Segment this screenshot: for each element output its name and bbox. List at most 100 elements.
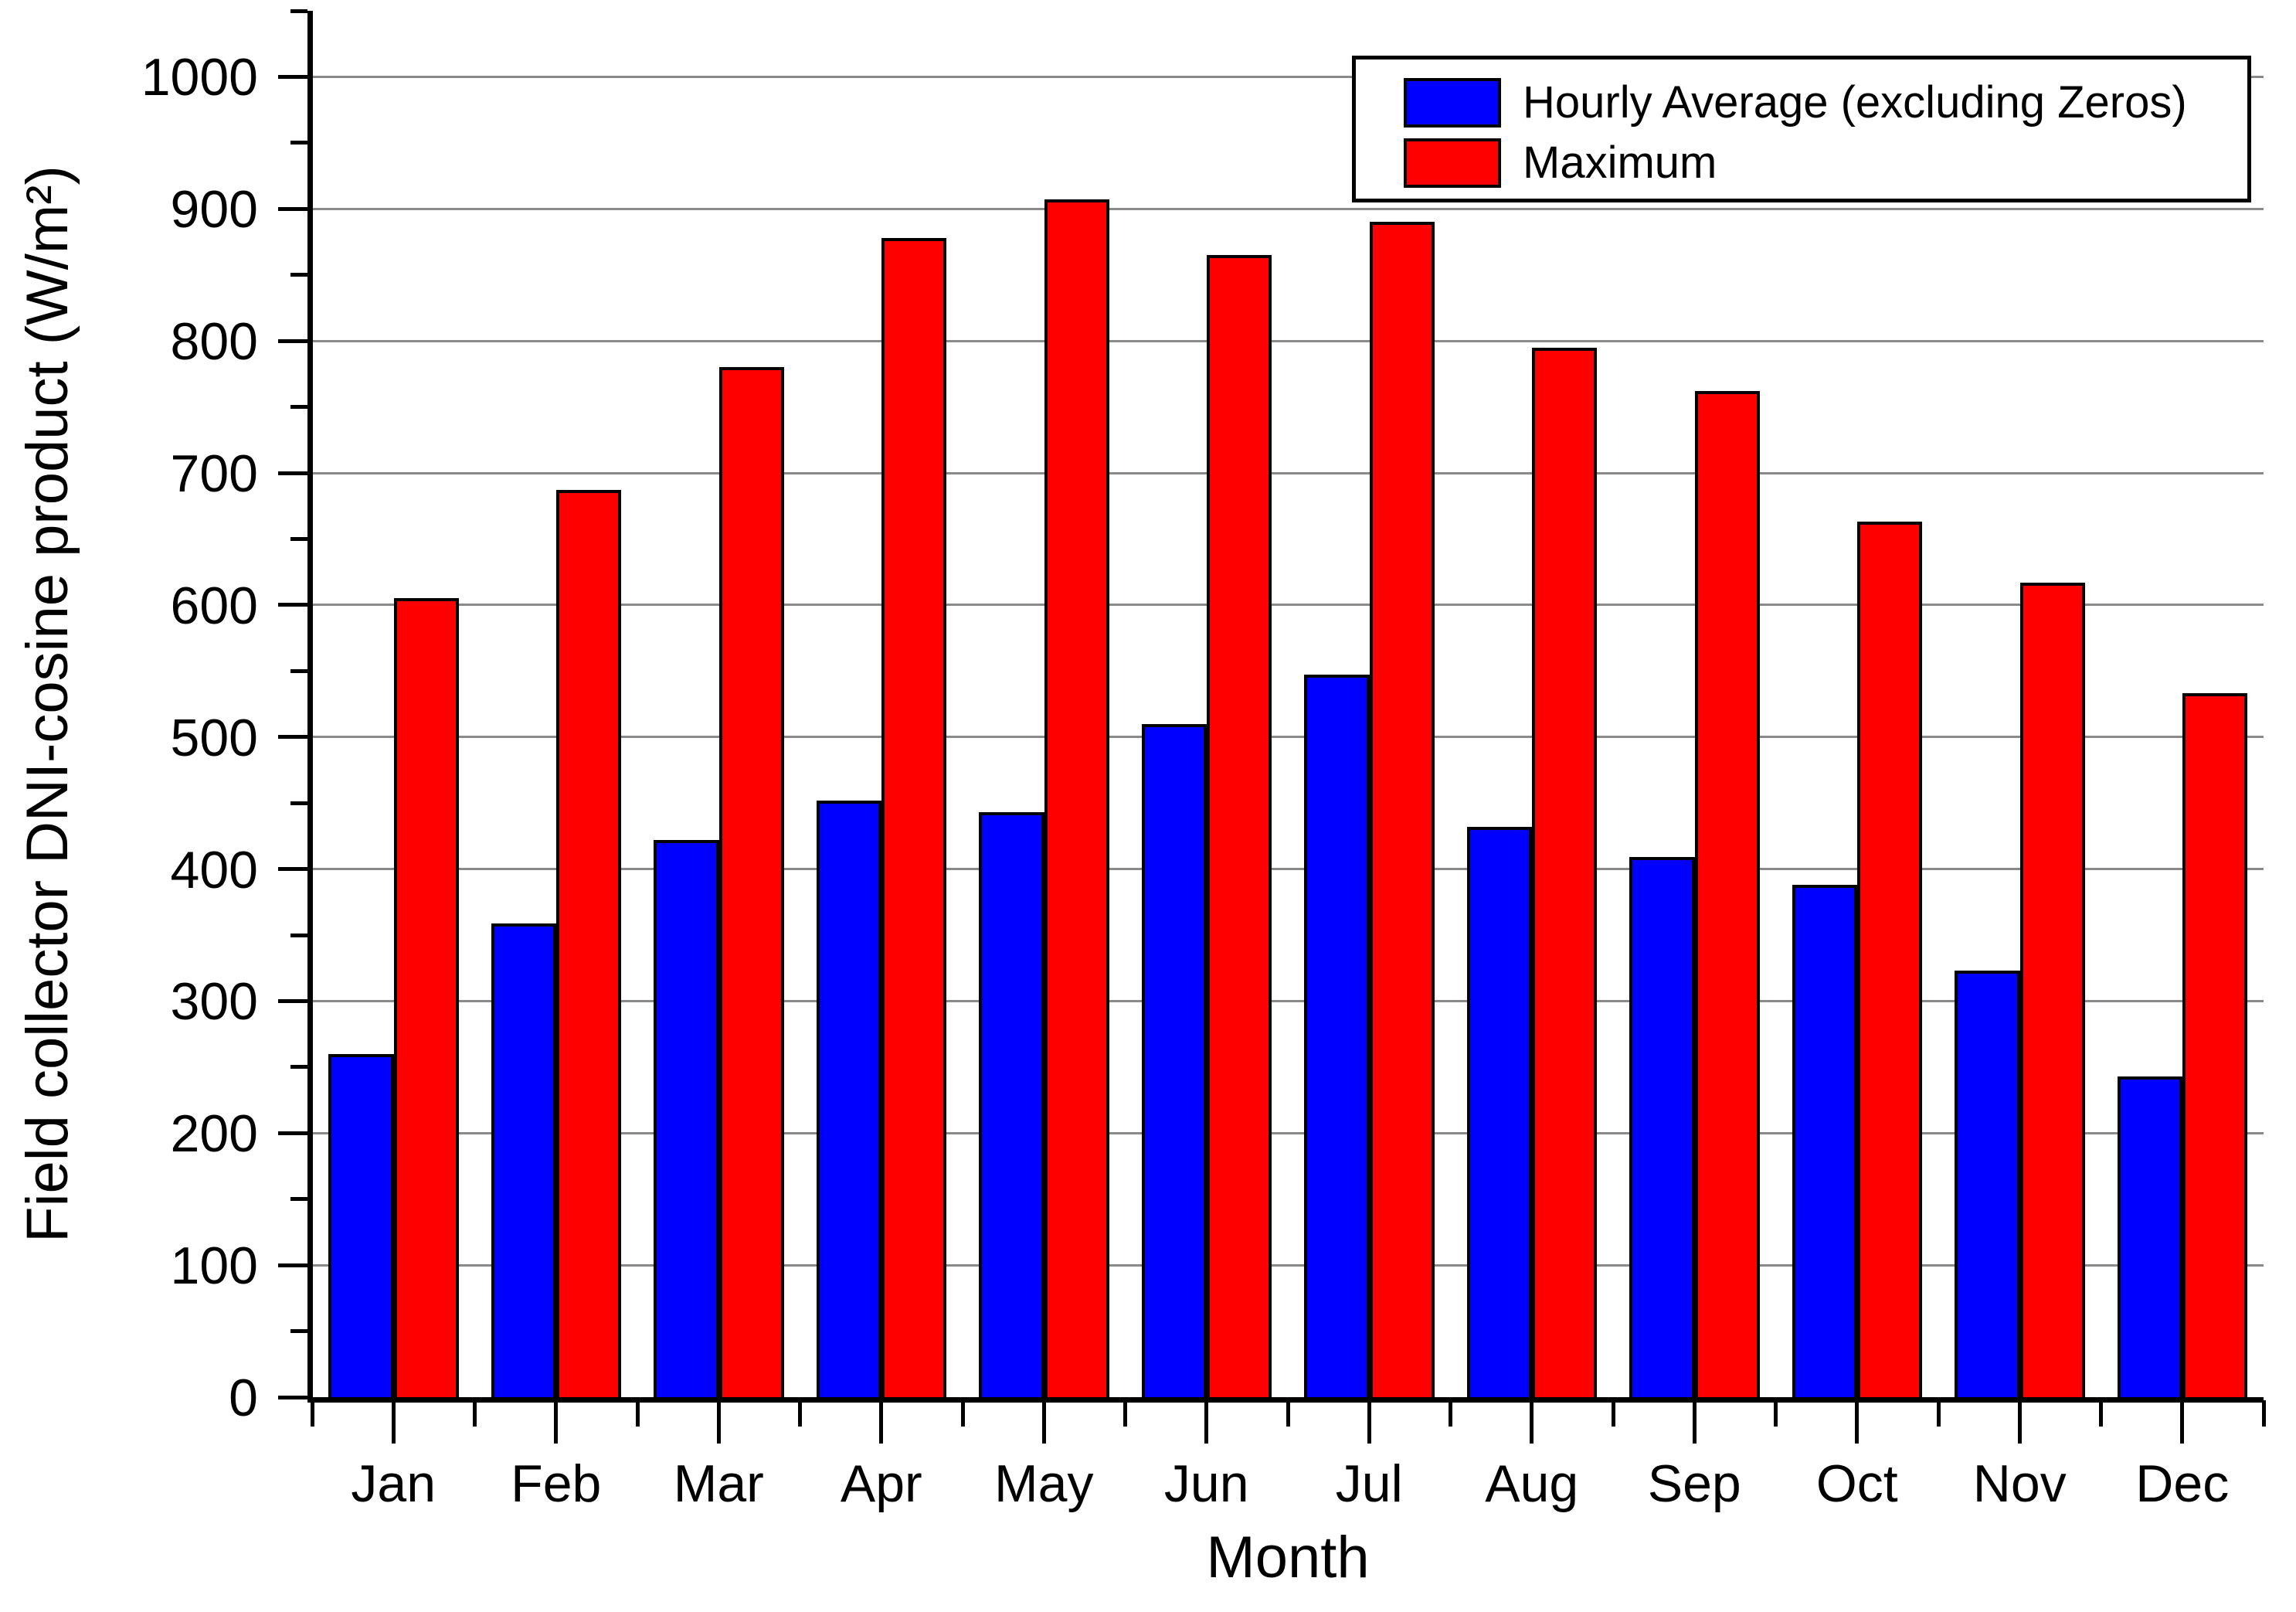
x-tick-label-apr: Apr	[840, 1454, 922, 1513]
x-major-tick-feb	[554, 1400, 559, 1444]
x-tick-label-jan: Jan	[351, 1454, 436, 1513]
y-major-tick-1000	[278, 74, 307, 79]
y-tick-label-400: 400	[170, 840, 258, 900]
x-tick-label-sep: Sep	[1647, 1454, 1741, 1513]
y-tick-label-700: 700	[170, 444, 258, 503]
y-minor-tick-150	[290, 1197, 307, 1202]
y-tick-label-200: 200	[170, 1104, 258, 1164]
x-minor-tick-1	[473, 1400, 477, 1427]
y-gridline-600	[312, 604, 2264, 607]
y-minor-tick-850	[290, 273, 307, 277]
y-tick-label-500: 500	[170, 708, 258, 767]
bar-hourly-average-mar	[654, 839, 719, 1400]
bar-hourly-average-apr	[816, 800, 882, 1400]
x-tick-label-may: May	[994, 1454, 1094, 1513]
x-tick-label-oct: Oct	[1815, 1454, 1898, 1513]
legend-label-maximum: Maximum	[1523, 138, 1717, 188]
y-major-tick-700	[278, 471, 307, 475]
bar-hourly-average-aug	[1466, 826, 1533, 1400]
x-major-tick-dec	[2180, 1400, 2185, 1444]
y-minor-tick-50	[290, 1329, 307, 1334]
legend-item-hourly-average: Hourly Average (excluding Zeros)	[1404, 73, 2247, 133]
bar-maximum-jul	[1369, 222, 1435, 1400]
x-axis-end-tick	[2261, 1400, 2266, 1427]
x-minor-tick-6	[1286, 1400, 1290, 1427]
x-tick-label-jun: Jun	[1163, 1454, 1249, 1513]
x-major-tick-may	[1041, 1400, 1046, 1444]
y-minor-tick-650	[290, 536, 307, 541]
bar-hourly-average-feb	[491, 923, 557, 1400]
y-tick-label-100: 100	[170, 1236, 258, 1296]
y-tick-label-0: 0	[229, 1369, 258, 1427]
y-minor-tick-1050	[290, 9, 307, 13]
y-gridline-800	[312, 339, 2264, 342]
y-gridline-400	[312, 868, 2264, 871]
y-major-tick-300	[278, 998, 307, 1003]
y-gridline-1000	[312, 75, 2264, 78]
x-minor-tick-8	[1611, 1400, 1615, 1427]
bar-hourly-average-nov	[1955, 971, 2020, 1400]
y-minor-tick-250	[290, 1065, 307, 1070]
y-gridline-100	[312, 1263, 2264, 1267]
legend-swatch-hourly-average	[1404, 78, 1501, 128]
bar-maximum-jun	[1207, 255, 1272, 1400]
x-major-tick-mar	[716, 1400, 721, 1444]
legend-item-maximum: Maximum	[1404, 133, 2247, 193]
x-major-tick-jun	[1204, 1400, 1209, 1444]
y-major-tick-800	[278, 338, 307, 343]
x-minor-tick-9	[1774, 1400, 1778, 1427]
x-tick-label-jul: Jul	[1335, 1454, 1403, 1513]
x-axis-spine	[307, 1397, 2264, 1403]
y-tick-label-1000: 1000	[141, 48, 258, 107]
bar-hourly-average-jun	[1141, 723, 1207, 1400]
y-tick-label-300: 300	[170, 972, 258, 1032]
y-tick-label-600: 600	[170, 576, 258, 635]
bar-hourly-average-may	[979, 812, 1044, 1400]
legend-label-hourly-average: Hourly Average (excluding Zeros)	[1523, 77, 2187, 128]
bar-hourly-average-jan	[328, 1053, 394, 1400]
y-major-tick-900	[278, 206, 307, 211]
bar-maximum-mar	[718, 367, 784, 1400]
bar-maximum-oct	[1857, 522, 1923, 1400]
bar-maximum-dec	[2182, 693, 2248, 1400]
y-minor-tick-550	[290, 668, 307, 673]
x-tick-label-aug: Aug	[1485, 1454, 1579, 1513]
x-minor-tick-11	[2099, 1400, 2103, 1427]
y-major-tick-400	[278, 867, 307, 872]
legend-swatch-maximum	[1404, 138, 1501, 188]
x-major-tick-oct	[1855, 1400, 1860, 1444]
y-major-tick-600	[278, 603, 307, 607]
y-minor-tick-350	[290, 933, 307, 937]
y-axis-spine	[307, 11, 313, 1403]
bar-hourly-average-dec	[2117, 1076, 2183, 1400]
x-major-tick-apr	[879, 1400, 884, 1444]
x-tick-label-nov: Nov	[1972, 1454, 2067, 1513]
x-tick-label-feb: Feb	[511, 1454, 602, 1513]
x-tick-label-dec: Dec	[2135, 1454, 2230, 1513]
bar-maximum-apr	[881, 237, 947, 1400]
y-major-tick-100	[278, 1263, 307, 1267]
x-minor-tick-3	[798, 1400, 802, 1427]
x-major-tick-jan	[391, 1400, 396, 1444]
y-minor-tick-950	[290, 141, 307, 145]
x-major-tick-sep	[1692, 1400, 1697, 1444]
y-tick-label-800: 800	[170, 312, 258, 372]
bar-maximum-may	[1044, 199, 1109, 1400]
x-minor-tick-5	[1123, 1400, 1127, 1427]
bar-hourly-average-jul	[1304, 675, 1370, 1400]
x-major-tick-jul	[1367, 1400, 1371, 1444]
bar-maximum-sep	[1694, 391, 1760, 1400]
x-tick-label-mar: Mar	[673, 1454, 764, 1513]
y-gridline-300	[312, 999, 2264, 1002]
legend-box: Hourly Average (excluding Zeros) Maximum	[1352, 56, 2251, 202]
y-tick-label-900: 900	[170, 180, 258, 240]
y-major-tick-200	[278, 1131, 307, 1135]
bar-hourly-average-oct	[1792, 885, 1858, 1400]
y-gridline-200	[312, 1131, 2264, 1134]
x-minor-tick-2	[635, 1400, 640, 1427]
x-minor-tick-7	[1449, 1400, 1452, 1427]
x-minor-tick-4	[960, 1400, 965, 1427]
y-minor-tick-450	[290, 801, 307, 805]
y-axis-title: Field collector DNI-cosine product (W/m²…	[15, 165, 80, 1243]
